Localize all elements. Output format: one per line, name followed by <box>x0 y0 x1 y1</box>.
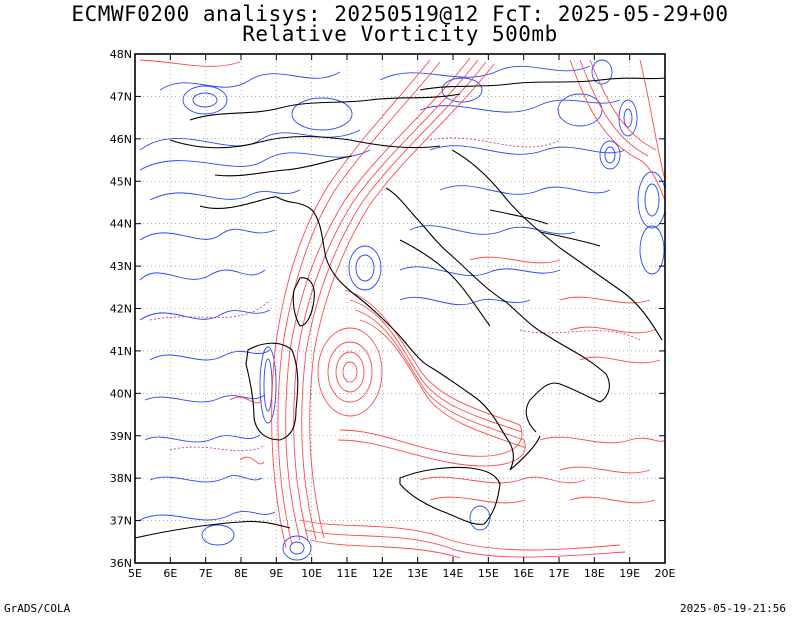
lat-tick-label: 45N <box>110 175 132 188</box>
lon-tick-label: 10E <box>301 567 322 580</box>
lon-tick-label: 15E <box>478 567 499 580</box>
lon-tick-label: 12E <box>372 567 393 580</box>
lon-tick-label: 5E <box>128 567 142 580</box>
lat-tick-label: 36N <box>110 557 132 570</box>
lat-tick-label: 37N <box>110 515 132 528</box>
title-line-1: ECMWF0200 analisys: 20250519@12 FcT: 202… <box>71 2 729 26</box>
positive-vorticity-contours <box>139 57 665 559</box>
lon-tick-label: 16E <box>513 567 534 580</box>
lon-tick-label: 8E <box>234 567 248 580</box>
lon-tick-label: 19E <box>619 567 640 580</box>
footer-timestamp: 2025-05-19-21:56 <box>680 602 786 615</box>
lat-tick-label: 47N <box>110 90 132 103</box>
longitude-axis: 5E 6E 7E 8E 9E 10E 11E 12E 13E 14E 15E 16E 17E 18E 19E… <box>128 54 676 580</box>
lat-lon-grid <box>135 54 665 563</box>
lon-tick-label: 13E <box>407 567 428 580</box>
coastlines <box>135 77 665 539</box>
lat-tick-label: 38N <box>110 472 132 485</box>
zero-contours <box>149 137 641 452</box>
lon-tick-label: 7E <box>199 567 213 580</box>
lon-tick-label: 18E <box>584 567 605 580</box>
negative-vorticity-contours <box>139 59 665 561</box>
lat-tick-label: 48N <box>110 48 132 61</box>
lat-tick-label: 43N <box>110 260 132 273</box>
lat-tick-label: 44N <box>110 218 132 231</box>
lat-tick-label: 42N <box>110 303 132 316</box>
lon-tick-label: 20E <box>655 567 676 580</box>
lon-tick-label: 6E <box>163 567 177 580</box>
latitude-axis: 36N 37N 38N 39N 40N 41N 42N 43N 44N 45N 46N 47N 48N <box>110 48 665 570</box>
lon-tick-label: 11E <box>337 567 358 580</box>
lon-tick-label: 14E <box>443 567 464 580</box>
lon-tick-label: 9E <box>269 567 283 580</box>
lon-tick-label: 17E <box>549 567 570 580</box>
lat-tick-label: 40N <box>110 387 132 400</box>
title-line-2: Relative Vorticity 500mb <box>242 22 558 46</box>
lat-tick-label: 39N <box>110 430 132 443</box>
footer-credit: GrADS/COLA <box>4 602 71 615</box>
lat-tick-label: 41N <box>110 345 132 358</box>
lat-tick-label: 46N <box>110 133 132 146</box>
